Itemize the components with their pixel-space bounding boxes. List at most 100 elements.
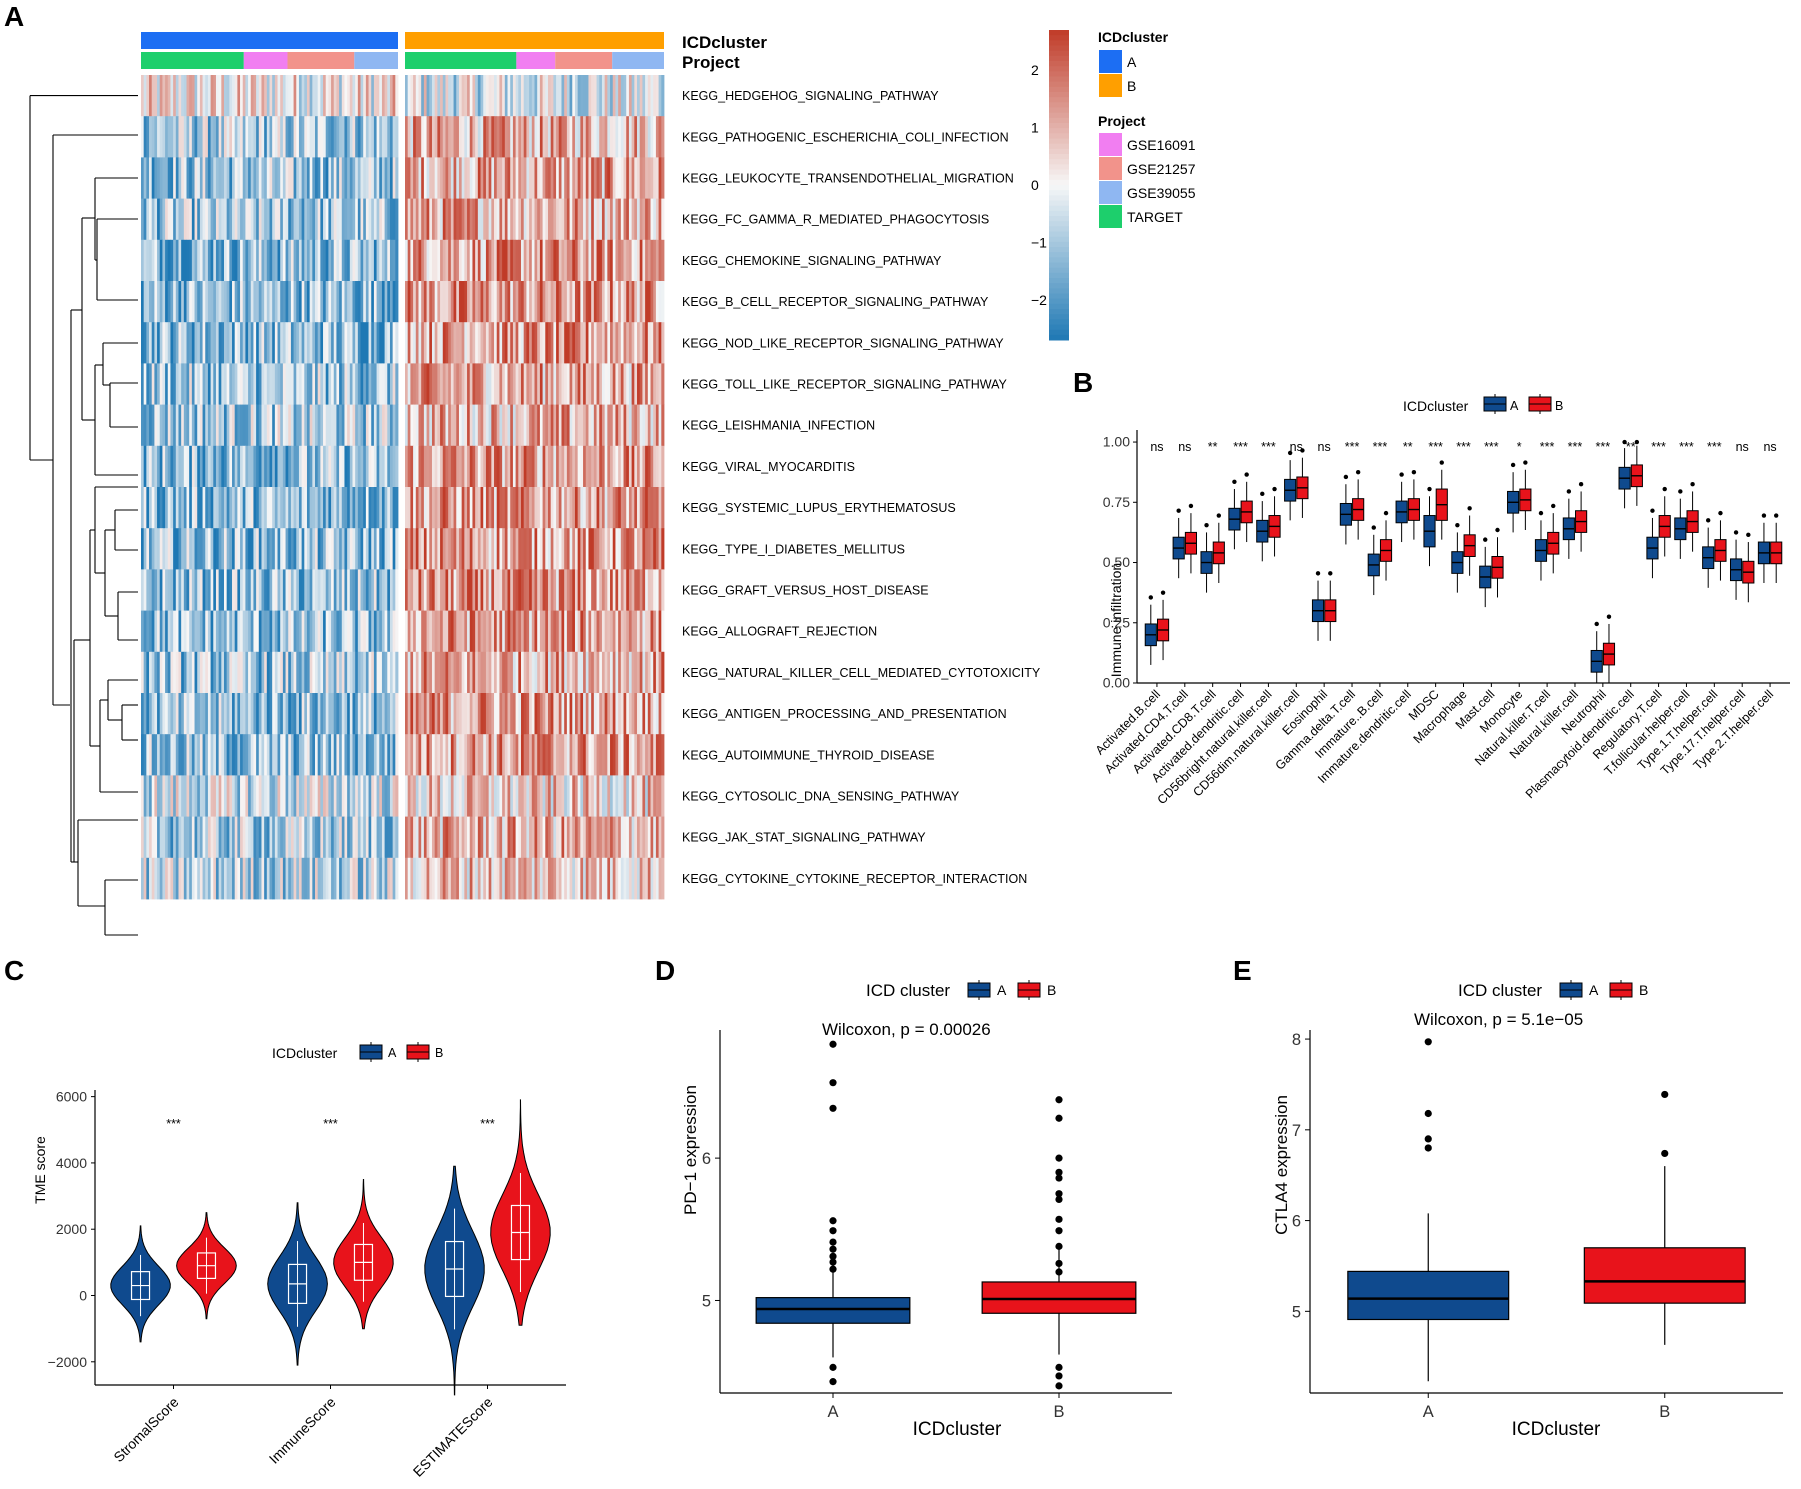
heat-cell xyxy=(162,651,166,694)
heat-cell xyxy=(480,816,484,859)
heat-cell xyxy=(159,569,163,611)
heat-cell xyxy=(534,363,538,405)
heat-cell xyxy=(445,651,449,694)
heat-cell xyxy=(547,775,552,817)
heat-cell xyxy=(387,75,391,117)
heat-cell xyxy=(165,363,169,405)
heat-cell xyxy=(304,116,308,158)
heat-cell xyxy=(647,363,651,405)
heat-cell xyxy=(360,775,364,817)
heat-cell xyxy=(410,157,414,199)
heat-cell xyxy=(352,75,356,117)
heat-cell xyxy=(405,157,409,199)
heat-cell xyxy=(253,322,257,364)
heat-cell xyxy=(637,445,641,488)
heat-cell xyxy=(583,116,587,158)
heat-cell xyxy=(440,734,444,776)
heat-cell xyxy=(620,693,624,735)
heat-cell xyxy=(413,239,417,282)
heat-cell xyxy=(312,281,316,323)
heat-cell xyxy=(653,569,657,611)
pd1-panel: ICD cluster A B Wilcoxon, p = 0.00026 PD−1… xyxy=(681,980,1172,1440)
heat-cell xyxy=(323,404,327,447)
heat-cell xyxy=(472,75,476,117)
heat-cell xyxy=(218,198,222,241)
heat-cell xyxy=(376,816,380,859)
heat-cell xyxy=(240,116,244,158)
heat-cell xyxy=(558,157,562,199)
heat-cell xyxy=(534,610,538,653)
heat-cell xyxy=(407,651,411,694)
heat-cell xyxy=(410,281,414,323)
heat-cell xyxy=(341,75,345,117)
heat-cell xyxy=(467,404,471,447)
heat-cell xyxy=(323,445,327,488)
heat-cell xyxy=(245,445,249,488)
heat-cell xyxy=(298,445,303,488)
heat-cell xyxy=(333,651,337,694)
heat-cell xyxy=(277,198,281,241)
heat-cell xyxy=(253,75,257,117)
heat-cell xyxy=(550,404,554,447)
heat-cell xyxy=(526,322,530,364)
heat-cell xyxy=(395,281,399,323)
heat-cell xyxy=(323,75,327,117)
heat-cell xyxy=(566,445,570,488)
heat-cell xyxy=(159,363,163,405)
heat-cell xyxy=(596,816,600,859)
heat-cell xyxy=(293,775,297,817)
colorbar-segment xyxy=(1049,138,1069,145)
heat-cell xyxy=(213,363,217,405)
heat-cell xyxy=(645,610,649,653)
heat-cell xyxy=(577,198,581,241)
heat-cell xyxy=(442,528,446,570)
c-xtick-label: StromalScore xyxy=(110,1394,181,1465)
heat-cell xyxy=(475,857,479,900)
heat-cell xyxy=(410,775,414,817)
heat-cell xyxy=(585,198,589,241)
heat-cell xyxy=(539,693,543,735)
heat-cell xyxy=(580,528,584,570)
heat-cell xyxy=(518,775,522,817)
heat-cell xyxy=(647,569,651,611)
heat-cell xyxy=(170,281,174,323)
heat-cell xyxy=(253,528,257,570)
heat-cell xyxy=(604,404,608,447)
heat-cell xyxy=(186,445,190,488)
heat-cell xyxy=(309,528,313,570)
heat-cell xyxy=(146,610,150,653)
heat-cell xyxy=(445,445,449,488)
heat-cell xyxy=(226,157,230,199)
heat-cell xyxy=(344,610,348,653)
heat-cell xyxy=(154,816,158,859)
heat-cell xyxy=(170,404,174,447)
heat-cell xyxy=(202,610,206,653)
heat-cell xyxy=(405,445,409,488)
heat-cell xyxy=(415,445,419,488)
legend-project-swatch xyxy=(1099,133,1122,156)
heat-cell xyxy=(159,322,163,364)
heat-cell xyxy=(623,198,627,241)
heat-cell xyxy=(173,528,177,570)
heat-cell xyxy=(151,116,155,158)
heat-cell xyxy=(143,157,147,199)
heat-cell xyxy=(580,363,584,405)
heat-cell xyxy=(431,281,436,323)
heat-cell xyxy=(285,116,289,158)
heat-cell xyxy=(437,404,441,447)
heat-cell xyxy=(194,239,198,282)
heat-cell xyxy=(320,116,324,158)
heat-cell xyxy=(183,528,187,570)
heat-cell xyxy=(475,734,479,776)
b-outlier xyxy=(1343,474,1349,480)
heat-cell xyxy=(653,487,657,529)
heat-cell xyxy=(317,487,321,529)
heat-cell xyxy=(574,116,579,158)
heat-cell xyxy=(379,116,383,158)
heat-cell xyxy=(325,734,329,776)
heat-cell xyxy=(475,610,479,653)
heat-cell xyxy=(429,157,433,199)
heat-cell xyxy=(661,610,665,653)
heat-cell xyxy=(226,775,230,817)
heat-cell xyxy=(162,693,166,735)
